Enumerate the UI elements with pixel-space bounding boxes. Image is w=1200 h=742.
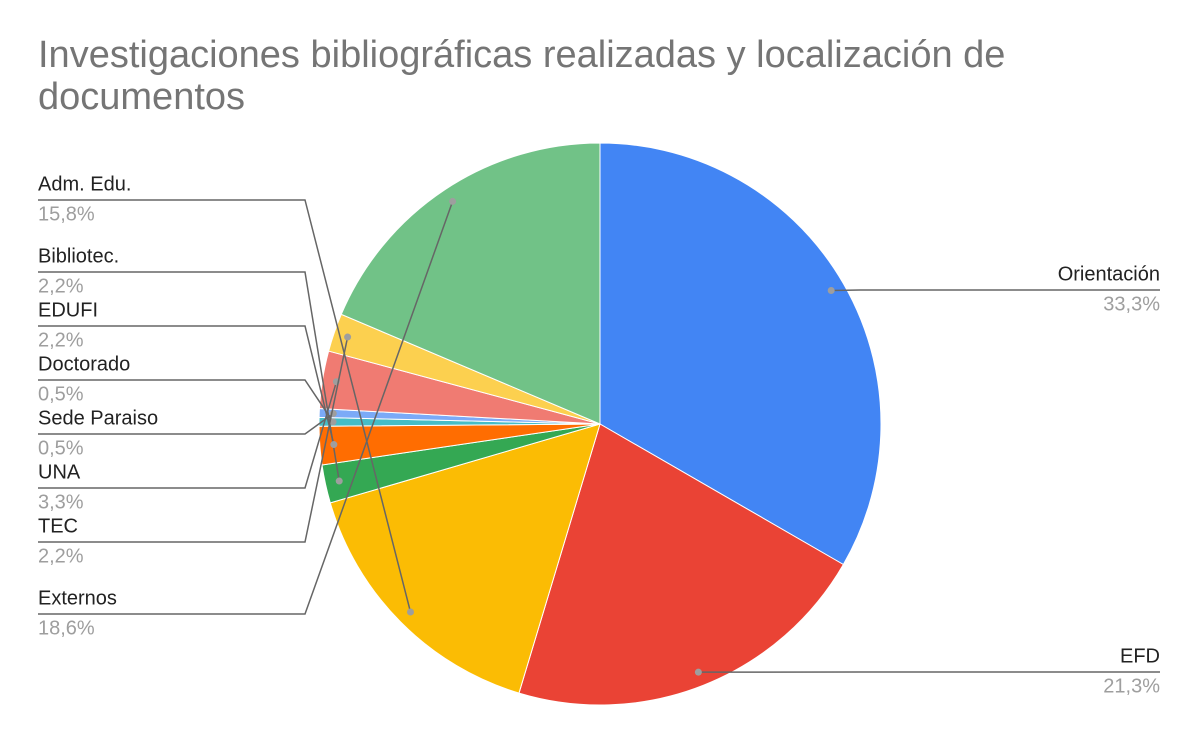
leader-dot [335, 477, 343, 485]
slice-label: Bibliotec. [38, 245, 119, 267]
slice-value-label: 21,3% [1103, 675, 1160, 697]
slice-label: TEC [38, 515, 78, 537]
slice-label: EDUFI [38, 299, 98, 321]
pie-slice [329, 423, 601, 694]
slice-label: Sede Paraiso [38, 407, 158, 429]
slice-value-label: 2,2% [38, 545, 84, 567]
slice-value-label: 3,3% [38, 491, 84, 513]
slice-label: Orientación [1058, 263, 1160, 285]
slice-value-label: 2,2% [38, 329, 84, 351]
slice-value-label: 0,5% [38, 437, 84, 459]
leader-dot [344, 333, 352, 341]
slice-label: UNA [38, 461, 81, 483]
slice-label: Doctorado [38, 353, 130, 375]
pie-slice [340, 142, 601, 425]
slice-value-label: 15,8% [38, 203, 95, 225]
chart-title: Investigaciones bibliográficas realizada… [38, 34, 1006, 118]
slice-value-label: 0,5% [38, 383, 84, 405]
slice-label: EFD [1120, 645, 1160, 667]
slice-value-label: 2,2% [38, 275, 84, 297]
leader-line [38, 412, 334, 435]
leader-line [38, 325, 335, 445]
slice-value-label: 18,6% [38, 617, 95, 639]
leader-line [38, 336, 349, 543]
pie-slice [518, 423, 845, 706]
leader-dot [827, 287, 835, 295]
pie-slice [599, 142, 882, 566]
leader-line [38, 199, 412, 613]
leader-dot [330, 441, 338, 449]
slice-value-label: 33,3% [1103, 293, 1160, 315]
leader-line [38, 379, 334, 423]
leader-line [831, 289, 1160, 292]
leader-dot [694, 668, 702, 676]
leader-line [38, 381, 338, 489]
slice-label: Externos [38, 587, 117, 609]
leader-line [38, 201, 454, 615]
leader-dot [329, 418, 337, 426]
leader-dot [449, 197, 457, 205]
leader-dot [406, 608, 414, 616]
slice-label: Adm. Edu. [38, 173, 131, 195]
